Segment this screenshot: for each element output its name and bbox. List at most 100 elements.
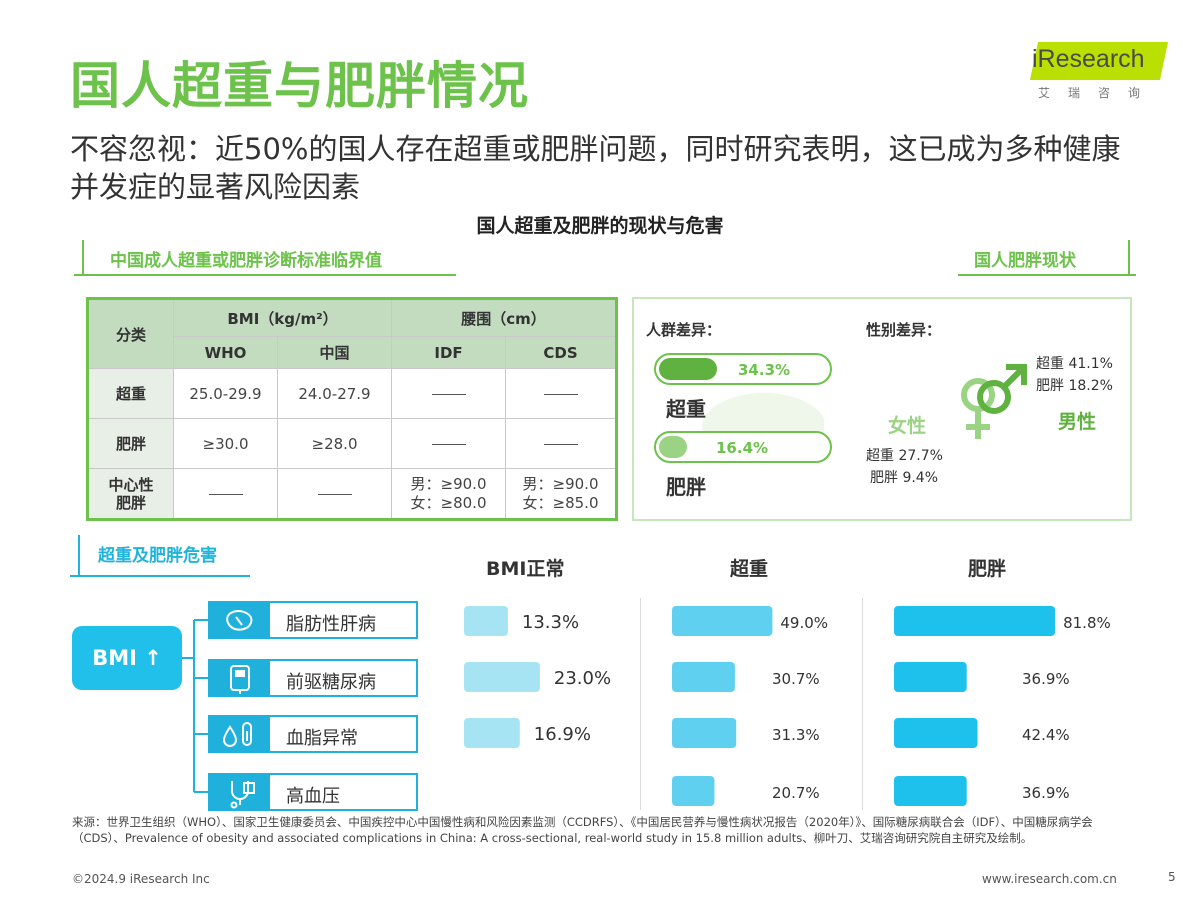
table-row: 超重 25.0-29.9 24.0-27.9 xyxy=(87,368,617,419)
page-number: 5 xyxy=(1168,870,1176,884)
male-label: 男性 xyxy=(1058,411,1097,433)
bar-1-2 xyxy=(672,718,737,748)
row-label-text: 中心性肥胖 xyxy=(108,475,154,512)
criteria-tag-label: 中国成人超重或肥胖诊断标准临界值 xyxy=(110,251,382,271)
bar-2-2 xyxy=(894,718,978,748)
table-row: 肥胖 ≥30.0 ≥28.0 xyxy=(87,418,617,469)
source-note: 来源：世界卫生组织（WHO）、国家卫生健康委员会、中国疾控中心中国慢性病和风险因… xyxy=(72,815,1093,845)
criteria-tag: 中国成人超重或肥胖诊断标准临界值 xyxy=(74,240,456,280)
header-waist: 腰围（cm） xyxy=(391,298,617,337)
bar-1-1 xyxy=(672,662,735,692)
bar-label-2-0: 81.8% xyxy=(1063,614,1111,632)
disease-label: 脂肪性肝病 xyxy=(286,614,376,635)
obesity-status-panel: 人群差异： 性别差异： 34.3% 超重 16.4% 肥胖 女性 超重 27.7… xyxy=(632,297,1132,521)
col-header-overweight: 超重 xyxy=(730,558,769,580)
disease-hypertension: 高血压 xyxy=(208,773,418,811)
disease-label: 血脂异常 xyxy=(286,728,358,749)
copyright: ©2024.9 iResearch Inc xyxy=(72,872,210,886)
overweight-progress-fill xyxy=(659,358,717,380)
liver-icon xyxy=(210,603,270,637)
status-tag: 国人肥胖现状 xyxy=(958,240,1136,280)
cell-idf: 男：≥90.0 女：≥80.0 xyxy=(391,468,506,520)
row-label: 中心性肥胖 xyxy=(87,468,174,520)
female-obese: 肥胖 9.4% xyxy=(870,470,939,486)
bar-0-1 xyxy=(464,662,540,692)
bar-label-1-3: 20.7% xyxy=(772,784,820,802)
bar-label-2-2: 42.4% xyxy=(1022,726,1070,744)
obese-progress-fill xyxy=(659,436,687,458)
bar-label-0-1: 23.0% xyxy=(554,668,611,689)
overweight-value: 34.3% xyxy=(738,361,791,379)
bar-2-1 xyxy=(894,662,967,692)
gender-symbol-icon xyxy=(961,364,1027,439)
harm-tag: 超重及肥胖危害 xyxy=(70,535,250,585)
bar-2-3 xyxy=(894,776,967,806)
harm-bar-chart: 13.3% 23.0% 16.9% 49.0% 30.7% 31.3% 20.7% 81.8%… xyxy=(464,606,1111,806)
cell-china: 24.0-27.9 xyxy=(277,368,392,419)
criteria-table: 分类 BMI（kg/m²） 腰围（cm） WHO 中国 IDF CDS 超重 2… xyxy=(86,297,618,521)
harm-tag-label: 超重及肥胖危害 xyxy=(98,546,217,566)
header-bmi: BMI（kg/m²） xyxy=(173,298,392,337)
overweight-progress: 34.3% xyxy=(654,353,832,385)
disease-fatty-liver: 脂肪性肝病 xyxy=(208,601,418,639)
bar-0-2 xyxy=(464,718,520,748)
cell-china: ≥28.0 xyxy=(277,418,392,469)
bar-label-0-0: 13.3% xyxy=(522,612,579,633)
blood-drop-icon xyxy=(210,717,270,751)
column-divider xyxy=(640,598,641,810)
col-header-obese: 肥胖 xyxy=(968,558,1007,580)
bar-1-3 xyxy=(672,776,715,806)
male-obese: 肥胖 18.2% xyxy=(1036,378,1113,394)
iresearch-logo: iResearch 艾瑞咨询 xyxy=(1029,40,1170,104)
disease-label: 高血压 xyxy=(286,786,340,807)
disease-prediabetes: 前驱糖尿病 xyxy=(208,659,418,697)
page-title: 国人超重与肥胖情况 xyxy=(70,57,529,115)
cell-cds-empty xyxy=(505,368,617,419)
header-category: 分类 xyxy=(87,298,174,369)
cell-who-empty xyxy=(173,468,278,520)
row-label: 肥胖 xyxy=(87,418,174,469)
logo-subtext: 艾瑞咨询 xyxy=(1038,86,1159,100)
row-label: 超重 xyxy=(87,368,174,419)
connector-lines xyxy=(180,619,210,793)
obese-label: 肥胖 xyxy=(666,475,706,499)
female-overweight: 超重 27.7% xyxy=(866,448,943,464)
header-china: 中国 xyxy=(277,336,392,369)
cell-china-empty xyxy=(277,468,392,520)
status-tag-label: 国人肥胖现状 xyxy=(974,251,1076,271)
bar-1-0 xyxy=(672,606,773,636)
cell-idf-empty xyxy=(391,418,506,469)
table-row: 中心性肥胖 男：≥90.0 女：≥80.0 男：≥90.0 女：≥85.0 xyxy=(87,468,617,520)
header-who: WHO xyxy=(173,336,278,369)
cell-cds: 男：≥90.0 女：≥85.0 xyxy=(505,468,617,520)
group-diff-label: 人群差异： xyxy=(646,321,722,339)
bar-2-0 xyxy=(894,606,1056,636)
col-header-normal: BMI正常 xyxy=(486,558,565,580)
disease-label: 前驱糖尿病 xyxy=(286,672,376,693)
bmi-up-badge: BMI ↑ xyxy=(72,626,182,690)
bar-label-1-1: 30.7% xyxy=(772,670,820,688)
cell-idf-empty xyxy=(391,368,506,419)
gender-diff-label: 性别差异： xyxy=(866,321,942,339)
disease-dyslipidemia: 血脂异常 xyxy=(208,715,418,753)
glucose-meter-icon xyxy=(210,661,270,695)
footer-url[interactable]: www.iresearch.com.cn xyxy=(982,872,1117,886)
bar-label-0-2: 16.9% xyxy=(534,724,591,745)
logo-text: iResearch xyxy=(1032,45,1145,73)
header-cds: CDS xyxy=(505,336,617,369)
bar-label-2-1: 36.9% xyxy=(1022,670,1070,688)
cell-who: ≥30.0 xyxy=(173,418,278,469)
section-title: 国人超重及肥胖的现状与危害 xyxy=(476,215,724,237)
stethoscope-icon xyxy=(210,775,270,809)
obese-value: 16.4% xyxy=(716,439,769,457)
female-label: 女性 xyxy=(888,415,927,437)
page-subtitle: 不容忽视：近50%的国人存在超重或肥胖问题，同时研究表明，这已成为多种健康并发症… xyxy=(70,132,1121,204)
header-idf: IDF xyxy=(391,336,506,369)
bar-0-0 xyxy=(464,606,508,636)
cell-cds-empty xyxy=(505,418,617,469)
cell-who: 25.0-29.9 xyxy=(173,368,278,419)
column-divider xyxy=(862,598,863,810)
bar-label-1-2: 31.3% xyxy=(772,726,820,744)
male-overweight: 超重 41.1% xyxy=(1036,356,1113,372)
obese-progress: 16.4% xyxy=(654,431,832,463)
